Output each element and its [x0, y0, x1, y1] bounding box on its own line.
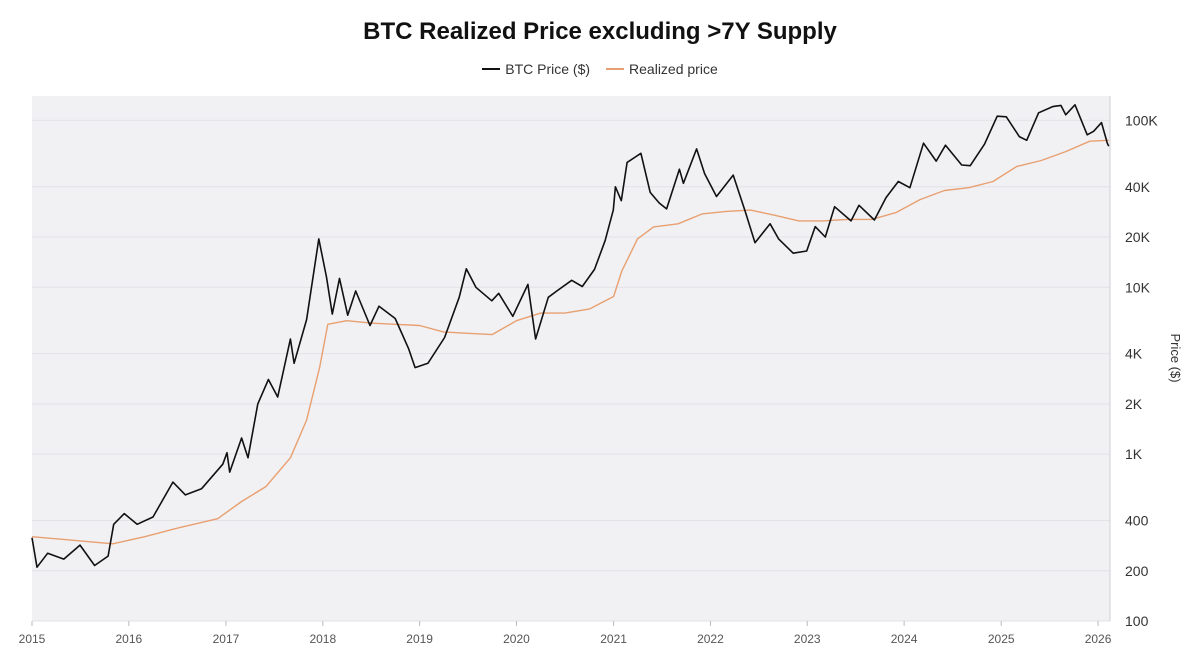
y-tick-label: 40K [1125, 179, 1151, 195]
legend-swatch-realized-price [606, 68, 625, 70]
x-tick-label: 2026 [1085, 632, 1112, 646]
gridlines [32, 119, 1110, 622]
x-tick-label: 2024 [891, 632, 918, 646]
realized-price-line [31, 139, 1109, 545]
y-tick-label: 4K [1125, 346, 1143, 362]
y-tick-label: 400 [1125, 513, 1149, 529]
legend-label-realized-price: Realized price [629, 61, 718, 77]
plot-background [32, 96, 1110, 621]
x-tick-label: 2017 [213, 632, 240, 646]
y-axis-ticks: 100 200 400 1K 2K 4K 10K 20K 40K 100K [1125, 112, 1158, 629]
y-tick-label: 1K [1125, 446, 1143, 462]
x-tick-label: 2015 [19, 632, 46, 646]
x-tick-label: 2023 [794, 632, 821, 646]
y-tick-label: 200 [1125, 563, 1149, 579]
x-tick-label: 2016 [115, 632, 142, 646]
y-axis-label: Price ($) [1168, 333, 1183, 382]
y-tick-label: 100K [1125, 112, 1158, 128]
chart-title: BTC Realized Price excluding >7Y Supply [363, 18, 837, 45]
y-tick-label: 10K [1125, 279, 1151, 295]
x-tick-label: 2019 [406, 632, 433, 646]
legend-swatch-btc-price [482, 68, 501, 70]
legend-item-btc-price: BTC Price ($) [482, 61, 590, 77]
y-tick-label: 100 [1125, 613, 1149, 629]
x-tick-label: 2021 [600, 632, 627, 646]
legend: BTC Price ($) Realized price [0, 61, 1200, 77]
x-tick-label: 2020 [503, 632, 530, 646]
x-axis-ticks: 2015 2016 2017 2018 2019 2020 2021 2022 2023 2024… [19, 621, 1112, 646]
series-lines [31, 104, 1110, 569]
btc-price-line [31, 104, 1110, 569]
x-tick-label: 2022 [697, 632, 724, 646]
legend-item-realized-price: Realized price [606, 61, 718, 77]
x-tick-label: 2018 [309, 632, 336, 646]
legend-label-btc-price: BTC Price ($) [505, 61, 591, 77]
y-tick-label: 20K [1125, 229, 1151, 245]
y-tick-label: 2K [1125, 396, 1143, 412]
x-tick-label: 2025 [988, 632, 1015, 646]
